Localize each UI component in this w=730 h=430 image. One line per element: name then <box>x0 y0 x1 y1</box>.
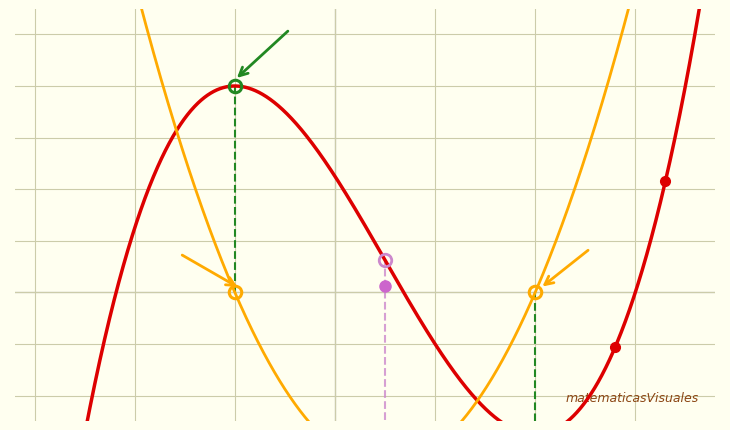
Text: matematicasVisuales: matematicasVisuales <box>565 392 699 405</box>
